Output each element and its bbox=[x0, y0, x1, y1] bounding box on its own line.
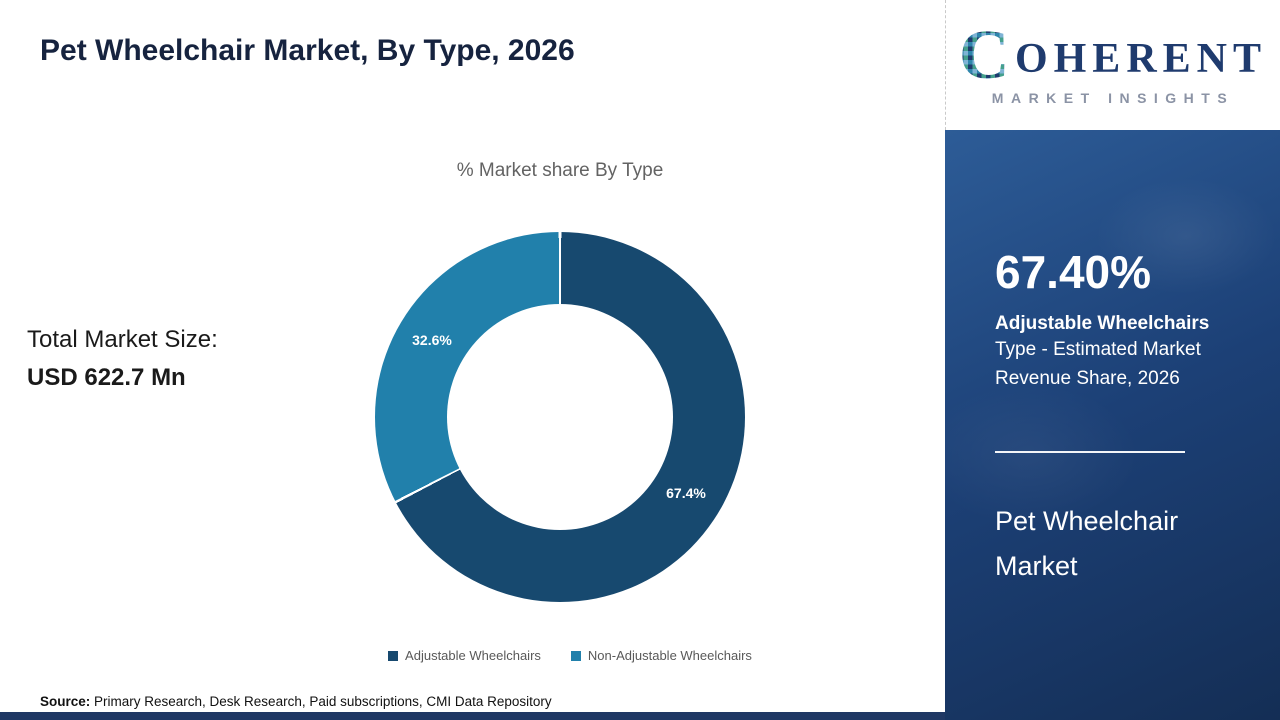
source-label: Source: bbox=[40, 694, 91, 709]
panel-divider bbox=[995, 451, 1185, 453]
source-text: Primary Research, Desk Research, Paid su… bbox=[90, 694, 552, 709]
legend-item-adjustable: Adjustable Wheelchairs bbox=[388, 648, 541, 663]
legend-swatch bbox=[388, 650, 399, 661]
brand-logo: C OHERENT MARKET INSIGHTS bbox=[945, 0, 1280, 130]
sidebar: C OHERENT MARKET INSIGHTS 67.40% Adjusta… bbox=[945, 0, 1280, 720]
total-market-block: Total Market Size: USD 622.7 Mn bbox=[27, 326, 218, 392]
highlight-stat-value: 67.40% bbox=[995, 246, 1152, 298]
brand-name: OHERENT bbox=[1014, 36, 1268, 82]
market-name-line1: Pet Wheelchair bbox=[995, 506, 1179, 536]
market-name-line2: Market bbox=[995, 551, 1078, 581]
segment-label-non-adjustable: 32.6% bbox=[412, 332, 452, 348]
svg-text:C: C bbox=[959, 24, 1010, 84]
highlight-stat-desc-line2: Revenue Share, 2026 bbox=[995, 368, 1180, 389]
highlight-stat-desc-line1: Type - Estimated Market bbox=[995, 339, 1201, 360]
source-line: Source: Primary Research, Desk Research,… bbox=[40, 694, 552, 709]
legend-item-non-adjustable: Non-Adjustable Wheelchairs bbox=[570, 648, 752, 663]
legend-swatch bbox=[570, 650, 581, 661]
chart-legend: Adjustable Wheelchairs Non-Adjustable Wh… bbox=[300, 648, 840, 663]
bottom-accent-bar bbox=[0, 712, 945, 720]
brand-logo-row: C OHERENT bbox=[959, 24, 1267, 84]
brand-tagline: MARKET INSIGHTS bbox=[991, 90, 1235, 106]
legend-label: Non-Adjustable Wheelchairs bbox=[587, 648, 752, 663]
total-market-value: USD 622.7 Mn bbox=[27, 364, 186, 391]
market-name: Pet Wheelchair Market bbox=[995, 499, 1240, 589]
legend-label: Adjustable Wheelchairs bbox=[405, 648, 541, 663]
donut-hole bbox=[447, 304, 673, 530]
page-title: Pet Wheelchair Market, By Type, 2026 bbox=[40, 34, 575, 67]
donut-chart-wrap: 67.4% 32.6% bbox=[375, 232, 745, 602]
total-market-label: Total Market Size: bbox=[27, 326, 218, 353]
chart-title: % Market share By Type bbox=[456, 160, 664, 181]
coherent-mosaic-c-icon: C bbox=[959, 24, 1010, 84]
highlight-stat-label: Adjustable Wheelchairs bbox=[995, 313, 1210, 334]
segment-label-adjustable: 67.4% bbox=[666, 485, 706, 501]
highlight-panel: 67.40% Adjustable Wheelchairs Type - Est… bbox=[945, 130, 1280, 720]
